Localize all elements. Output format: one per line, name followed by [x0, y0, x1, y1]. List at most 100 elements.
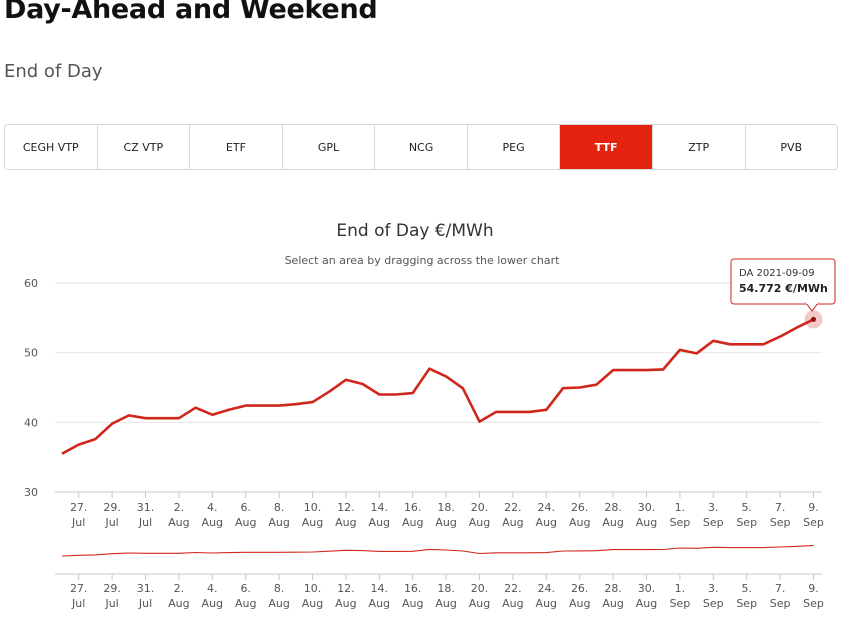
tab-pvb[interactable]: PVB: [745, 125, 837, 169]
tooltip-box: [730, 258, 836, 305]
nav-x-tick-day: 5.: [741, 582, 752, 595]
nav-x-tick-day: 30.: [638, 582, 656, 595]
x-tick-month: Sep: [803, 516, 824, 529]
tab-cegh-vtp[interactable]: CEGH VTP: [5, 125, 98, 169]
nav-x-tick-month: Aug: [502, 597, 523, 610]
nav-x-tick-day: 10.: [304, 582, 322, 595]
y-tick-label: 30: [24, 486, 38, 499]
x-tick-month: Aug: [369, 516, 390, 529]
nav-x-tick-month: Aug: [168, 597, 189, 610]
x-tick-day: 22.: [504, 501, 522, 514]
nav-x-tick-month: Sep: [736, 597, 757, 610]
nav-x-tick-day: 14.: [371, 582, 389, 595]
x-tick-month: Aug: [268, 516, 289, 529]
nav-x-tick-day: 31.: [137, 582, 155, 595]
x-tick-day: 7.: [775, 501, 786, 514]
nav-x-tick-day: 8.: [274, 582, 285, 595]
nav-x-tick-month: Jul: [138, 597, 152, 610]
nav-x-tick-month: Aug: [302, 597, 323, 610]
x-tick-day: 24.: [538, 501, 556, 514]
nav-x-tick-day: 22.: [504, 582, 522, 595]
x-tick-day: 8.: [274, 501, 285, 514]
x-tick-day: 6.: [240, 501, 251, 514]
x-tick-day: 5.: [741, 501, 752, 514]
nav-x-tick-month: Aug: [402, 597, 423, 610]
nav-x-tick-day: 1.: [675, 582, 686, 595]
main-y-axis: 30 40 50 60: [24, 277, 38, 499]
x-tick-day: 1.: [675, 501, 686, 514]
nav-x-tick-day: 29.: [103, 582, 121, 595]
tooltip-date: DA 2021-09-09: [739, 268, 815, 279]
x-tick-day: 9.: [808, 501, 819, 514]
nav-x-tick-month: Aug: [335, 597, 356, 610]
main-plot-area[interactable]: [61, 310, 823, 455]
x-tick-day: 10.: [304, 501, 322, 514]
x-tick-month: Aug: [569, 516, 590, 529]
nav-x-tick-month: Aug: [435, 597, 456, 610]
tooltip-value: 54.772 €/MWh: [739, 282, 828, 295]
nav-x-tick-month: Aug: [469, 597, 490, 610]
x-tick-day: 18.: [437, 501, 455, 514]
x-tick-day: 16.: [404, 501, 422, 514]
nav-x-tick-month: Jul: [104, 597, 118, 610]
x-tick-day: 2.: [174, 501, 185, 514]
navigator-series-line: [61, 545, 814, 557]
x-tick-month: Aug: [469, 516, 490, 529]
tab-gpl[interactable]: GPL: [282, 125, 376, 169]
nav-x-tick-month: Jul: [71, 597, 85, 610]
x-tick-month: Aug: [335, 516, 356, 529]
x-tick-day: 20.: [471, 501, 489, 514]
nav-x-tick-month: Aug: [202, 597, 223, 610]
nav-x-tick-month: Sep: [803, 597, 824, 610]
nav-x-tick-day: 7.: [775, 582, 786, 595]
x-tick-month: Aug: [235, 516, 256, 529]
x-tick-day: 14.: [371, 501, 389, 514]
tooltip-pointer-mask: [806, 301, 818, 304]
hover-point[interactable]: [811, 316, 816, 322]
nav-x-tick-month: Aug: [636, 597, 657, 610]
x-tick-month: Jul: [138, 516, 152, 529]
tab-ttf[interactable]: TTF: [560, 125, 653, 169]
x-tick-month: Jul: [104, 516, 118, 529]
x-tick-month: Aug: [636, 516, 657, 529]
nav-x-tick-month: Sep: [703, 597, 724, 610]
page-title: Day-Ahead and Weekend: [4, 0, 378, 25]
navigator-chart[interactable]: [61, 545, 814, 557]
x-tick-month: Aug: [168, 516, 189, 529]
series-line: [61, 318, 815, 455]
nav-x-tick-day: 20.: [471, 582, 489, 595]
nav-x-tick-month: Aug: [602, 597, 623, 610]
nav-x-tick-day: 27.: [70, 582, 88, 595]
tab-ztp[interactable]: ZTP: [652, 125, 746, 169]
nav-x-tick-month: Aug: [268, 597, 289, 610]
nav-x-tick-day: 28.: [604, 582, 622, 595]
x-tick-day: 3.: [708, 501, 719, 514]
tab-cz-vtp[interactable]: CZ VTP: [97, 125, 191, 169]
nav-x-tick-month: Aug: [536, 597, 557, 610]
nav-x-tick-day: 12.: [337, 582, 355, 595]
x-tick-month: Aug: [536, 516, 557, 529]
nav-x-tick-day: 24.: [538, 582, 556, 595]
nav-x-tick-day: 3.: [708, 582, 719, 595]
tab-ncg[interactable]: NCG: [375, 125, 468, 169]
x-tick-month: Aug: [602, 516, 623, 529]
x-tick-day: 26.: [571, 501, 589, 514]
x-tick-day: 28.: [604, 501, 622, 514]
navigator-x-axis: 27. Jul 29. Jul 31. Jul 2. Aug 4. Aug 6. Aug 8. Aug 10…: [55, 573, 824, 610]
x-tick-day: 31.: [137, 501, 155, 514]
x-tick-month: Aug: [502, 516, 523, 529]
tooltip-pointer: [805, 302, 819, 312]
tab-etf[interactable]: ETF: [190, 125, 283, 169]
nav-x-tick-day: 2.: [174, 582, 185, 595]
x-tick-month: Aug: [435, 516, 456, 529]
x-tick-month: Sep: [770, 516, 791, 529]
nav-x-tick-day: 4.: [207, 582, 218, 595]
nav-x-tick-month: Sep: [770, 597, 791, 610]
nav-x-tick-day: 26.: [571, 582, 589, 595]
x-tick-day: 12.: [337, 501, 355, 514]
nav-x-tick-month: Aug: [235, 597, 256, 610]
tab-peg[interactable]: PEG: [467, 125, 561, 169]
chart-title: End of Day €/MWh: [336, 221, 493, 241]
y-tick-label: 60: [24, 277, 38, 290]
